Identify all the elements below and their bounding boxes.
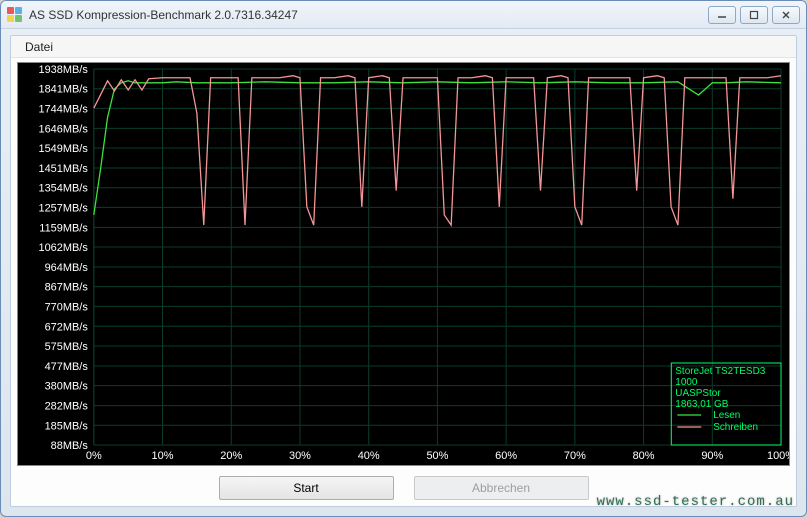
svg-text:1000: 1000 (675, 377, 698, 388)
svg-text:380MB/s: 380MB/s (45, 381, 89, 393)
svg-text:100%: 100% (767, 450, 789, 462)
maximize-button[interactable] (740, 6, 768, 24)
svg-text:1646MB/s: 1646MB/s (38, 123, 88, 135)
svg-text:1451MB/s: 1451MB/s (38, 163, 88, 175)
svg-text:1841MB/s: 1841MB/s (38, 84, 88, 96)
svg-text:50%: 50% (426, 450, 448, 462)
svg-text:282MB/s: 282MB/s (45, 401, 89, 413)
svg-text:1354MB/s: 1354MB/s (38, 183, 88, 195)
svg-text:88MB/s: 88MB/s (51, 440, 89, 452)
svg-text:UASPStor: UASPStor (675, 388, 721, 399)
menu-file[interactable]: Datei (19, 39, 59, 55)
app-icon (7, 7, 23, 23)
svg-text:575MB/s: 575MB/s (45, 341, 89, 353)
start-button[interactable]: Start (219, 476, 394, 500)
svg-text:Schreiben: Schreiben (713, 422, 758, 433)
svg-text:40%: 40% (358, 450, 380, 462)
svg-text:672MB/s: 672MB/s (45, 321, 89, 333)
svg-text:1938MB/s: 1938MB/s (38, 64, 88, 76)
maximize-icon (749, 10, 759, 20)
close-button[interactable] (772, 6, 800, 24)
svg-text:60%: 60% (495, 450, 517, 462)
svg-text:Lesen: Lesen (713, 410, 740, 421)
svg-text:20%: 20% (220, 450, 242, 462)
svg-text:477MB/s: 477MB/s (45, 361, 89, 373)
button-row: Start Abbrechen (11, 476, 796, 500)
svg-text:1159MB/s: 1159MB/s (39, 222, 88, 234)
svg-text:867MB/s: 867MB/s (45, 282, 89, 294)
minimize-button[interactable] (708, 6, 736, 24)
svg-text:90%: 90% (701, 450, 723, 462)
svg-text:10%: 10% (152, 450, 174, 462)
svg-text:770MB/s: 770MB/s (45, 301, 89, 313)
minimize-icon (717, 10, 727, 20)
svg-text:1549MB/s: 1549MB/s (38, 143, 88, 155)
app-window: AS SSD Kompression-Benchmark 2.0.7316.34… (0, 0, 807, 517)
svg-text:964MB/s: 964MB/s (45, 262, 89, 274)
svg-text:30%: 30% (289, 450, 311, 462)
compression-chart: 88MB/s 185MB/s 282MB/s 380MB/s 477MB/s 575MB/… (17, 62, 790, 466)
svg-text:1257MB/s: 1257MB/s (38, 202, 88, 214)
window-title: AS SSD Kompression-Benchmark 2.0.7316.34… (29, 8, 708, 22)
svg-text:80%: 80% (633, 450, 655, 462)
svg-text:70%: 70% (564, 450, 586, 462)
window-controls (708, 6, 800, 24)
svg-text:1863,01 GB: 1863,01 GB (675, 399, 728, 410)
svg-text:StoreJet TS2TESD3: StoreJet TS2TESD3 (675, 366, 765, 377)
titlebar[interactable]: AS SSD Kompression-Benchmark 2.0.7316.34… (1, 1, 806, 29)
svg-text:1062MB/s: 1062MB/s (38, 242, 88, 254)
content-panel: Datei 88MB/s 185MB/s 282MB/s 380MB/s 477MB/s… (10, 35, 797, 507)
svg-text:0%: 0% (86, 450, 102, 462)
close-icon (781, 10, 791, 20)
svg-text:185MB/s: 185MB/s (45, 420, 89, 432)
menubar: Datei (11, 36, 796, 58)
abort-button: Abbrechen (414, 476, 589, 500)
svg-text:1744MB/s: 1744MB/s (38, 103, 88, 115)
